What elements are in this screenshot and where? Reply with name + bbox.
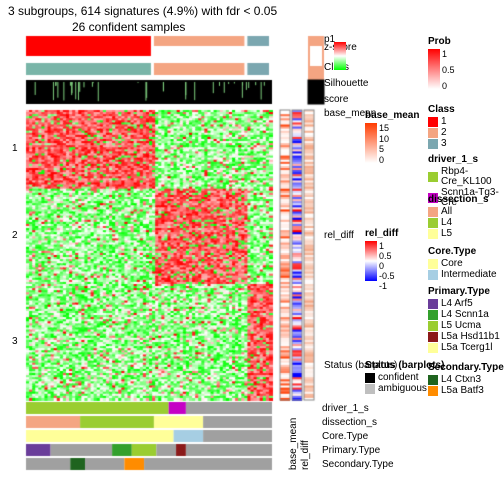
legend: Primary.TypeL4 Arf5L4 Scnn1aL5 UcmaL5a H… — [428, 286, 500, 354]
side-label: score — [324, 94, 348, 105]
legend: rel_diff10.50-0.5-1 — [365, 228, 398, 291]
bottom-ann-label: driver_1_s — [322, 403, 369, 414]
legend: dissection_sAllL4L5 — [428, 194, 489, 240]
bottom-ann-label: Secondary.Type — [322, 459, 394, 470]
side-label: rel_diff — [324, 230, 354, 241]
legend: Prob10.50 — [428, 36, 455, 91]
bottom-ann-label: dissection_s — [322, 417, 377, 428]
legend: Core.TypeCoreIntermediate — [428, 246, 497, 281]
row-group-label: 3 — [12, 336, 18, 347]
bottom-ann-label: Primary.Type — [322, 445, 380, 456]
row-group-label: 2 — [12, 230, 18, 241]
ann-col-label: rel_diff — [300, 440, 311, 470]
side-label: Silhouette — [324, 78, 368, 89]
legend: Status (barplots)confidentambiguous — [365, 360, 444, 395]
legend: Class123 — [428, 104, 455, 150]
row-group-label: 1 — [12, 143, 18, 154]
ann-col-label: base_mean — [288, 418, 299, 470]
bottom-ann-label: Core.Type — [322, 431, 368, 442]
legend — [334, 42, 346, 72]
legend: base_mean151050 — [365, 110, 419, 165]
